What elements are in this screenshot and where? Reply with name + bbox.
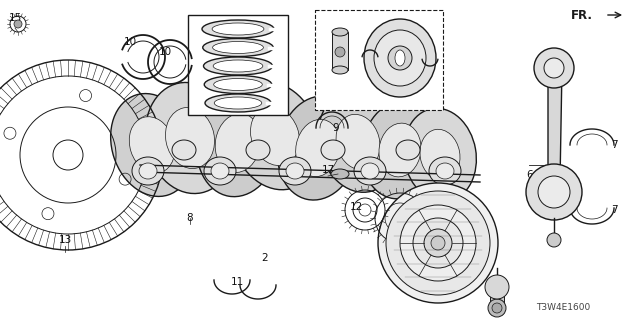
- Ellipse shape: [139, 163, 157, 179]
- Text: 1: 1: [427, 190, 433, 200]
- Ellipse shape: [286, 163, 304, 179]
- Ellipse shape: [111, 93, 193, 196]
- Circle shape: [526, 164, 582, 220]
- Ellipse shape: [214, 97, 262, 109]
- Circle shape: [544, 58, 564, 78]
- Text: 7: 7: [611, 205, 618, 215]
- Text: 16: 16: [456, 283, 468, 293]
- Ellipse shape: [230, 82, 319, 190]
- Ellipse shape: [204, 57, 273, 75]
- Text: 3: 3: [317, 55, 323, 65]
- Text: 4: 4: [342, 17, 348, 27]
- Ellipse shape: [214, 78, 262, 91]
- Ellipse shape: [213, 60, 263, 72]
- Circle shape: [335, 47, 345, 57]
- Text: 17: 17: [321, 165, 335, 175]
- Ellipse shape: [429, 157, 461, 185]
- Ellipse shape: [361, 163, 379, 179]
- Circle shape: [424, 229, 452, 257]
- Ellipse shape: [279, 157, 311, 185]
- Ellipse shape: [436, 163, 454, 179]
- Ellipse shape: [204, 76, 272, 93]
- Ellipse shape: [215, 114, 260, 172]
- Ellipse shape: [246, 140, 270, 160]
- Text: 4: 4: [412, 50, 419, 60]
- Ellipse shape: [212, 42, 264, 53]
- Text: 9: 9: [333, 123, 339, 133]
- Ellipse shape: [205, 94, 271, 112]
- Ellipse shape: [172, 140, 196, 160]
- Text: 5: 5: [544, 193, 550, 203]
- Ellipse shape: [396, 140, 420, 160]
- Text: 14: 14: [408, 190, 422, 200]
- Ellipse shape: [332, 28, 348, 36]
- Ellipse shape: [336, 114, 380, 170]
- Bar: [332, 32, 348, 70]
- Circle shape: [534, 48, 574, 88]
- Circle shape: [431, 236, 445, 250]
- Text: 8: 8: [187, 213, 193, 223]
- Ellipse shape: [364, 19, 436, 97]
- Text: 10: 10: [124, 37, 136, 47]
- Circle shape: [492, 303, 502, 313]
- Ellipse shape: [420, 129, 460, 181]
- Ellipse shape: [196, 89, 280, 197]
- Ellipse shape: [395, 50, 405, 66]
- Text: 15: 15: [8, 13, 22, 23]
- Text: 10: 10: [159, 47, 172, 57]
- Ellipse shape: [277, 96, 358, 200]
- Circle shape: [378, 183, 498, 303]
- Text: 13: 13: [58, 235, 72, 245]
- Circle shape: [388, 46, 412, 70]
- Ellipse shape: [331, 169, 349, 179]
- Ellipse shape: [296, 119, 340, 177]
- Ellipse shape: [211, 163, 229, 179]
- Ellipse shape: [318, 92, 398, 192]
- Ellipse shape: [321, 140, 345, 160]
- Ellipse shape: [379, 123, 421, 177]
- Circle shape: [538, 176, 570, 208]
- Polygon shape: [100, 90, 530, 260]
- Text: T3W4E1600: T3W4E1600: [536, 303, 590, 313]
- Ellipse shape: [132, 157, 164, 185]
- Ellipse shape: [145, 83, 235, 194]
- Circle shape: [400, 205, 476, 281]
- Circle shape: [547, 233, 561, 247]
- Ellipse shape: [202, 20, 274, 38]
- Bar: [188, 15, 288, 115]
- Polygon shape: [548, 62, 562, 195]
- Text: 11: 11: [230, 277, 244, 287]
- Ellipse shape: [362, 101, 438, 199]
- Circle shape: [488, 299, 506, 317]
- Text: 6: 6: [527, 170, 533, 180]
- Circle shape: [386, 191, 490, 295]
- Bar: [490, 296, 504, 306]
- Ellipse shape: [212, 23, 264, 35]
- Text: 12: 12: [349, 202, 363, 212]
- Ellipse shape: [332, 66, 348, 74]
- Ellipse shape: [129, 117, 175, 173]
- Text: FR.: FR.: [571, 9, 593, 21]
- Ellipse shape: [203, 38, 273, 57]
- Circle shape: [14, 20, 22, 28]
- Circle shape: [413, 218, 463, 268]
- Ellipse shape: [354, 157, 386, 185]
- Ellipse shape: [204, 157, 236, 185]
- Ellipse shape: [374, 30, 426, 86]
- Ellipse shape: [404, 108, 476, 202]
- Text: 2: 2: [262, 253, 268, 263]
- Ellipse shape: [250, 107, 300, 165]
- Bar: [315, 10, 443, 110]
- Ellipse shape: [166, 108, 214, 169]
- Circle shape: [485, 275, 509, 299]
- Text: 7: 7: [611, 140, 618, 150]
